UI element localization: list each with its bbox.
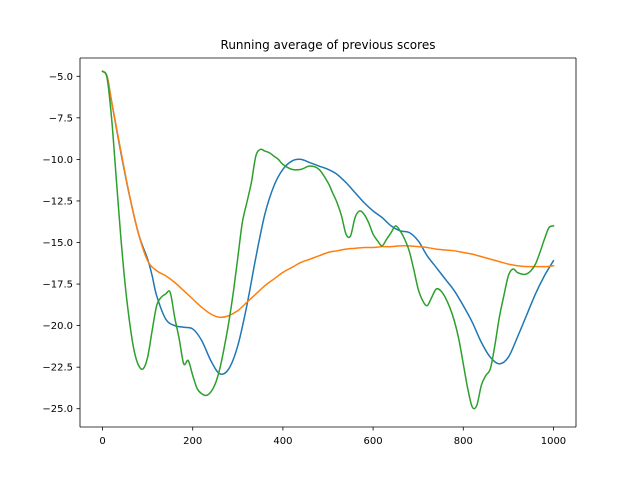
y-tick-label: −12.5 bbox=[42, 196, 73, 207]
y-tick-label: −7.5 bbox=[49, 113, 73, 124]
series-line-3 bbox=[101, 70, 555, 410]
y-tick-label: −25.0 bbox=[42, 404, 73, 415]
y-tick-label: −17.5 bbox=[42, 280, 73, 291]
x-tick-label: 0 bbox=[99, 436, 105, 447]
y-tick-label: −22.5 bbox=[42, 363, 73, 374]
y-tick-label: −10.0 bbox=[42, 155, 73, 166]
y-tick-label: −15.0 bbox=[42, 238, 73, 249]
x-tick-label: 400 bbox=[273, 436, 292, 447]
chart-title: Running average of previous scores bbox=[221, 38, 436, 52]
y-tick-label: −5.0 bbox=[49, 72, 73, 83]
x-tick-label: 600 bbox=[364, 436, 383, 447]
x-tick-label: 1000 bbox=[541, 436, 566, 447]
y-tick-label: −20.0 bbox=[42, 321, 73, 332]
x-tick-label: 200 bbox=[183, 436, 202, 447]
series-layer bbox=[101, 70, 555, 410]
axes-layer: 0 200 400 600 800 1000 −5.0 −7.5 −10.0 −12.5 −15.0… bbox=[42, 57, 577, 447]
series-line-2 bbox=[101, 70, 555, 319]
series-line-1 bbox=[101, 70, 555, 376]
x-tick-label: 800 bbox=[454, 436, 473, 447]
